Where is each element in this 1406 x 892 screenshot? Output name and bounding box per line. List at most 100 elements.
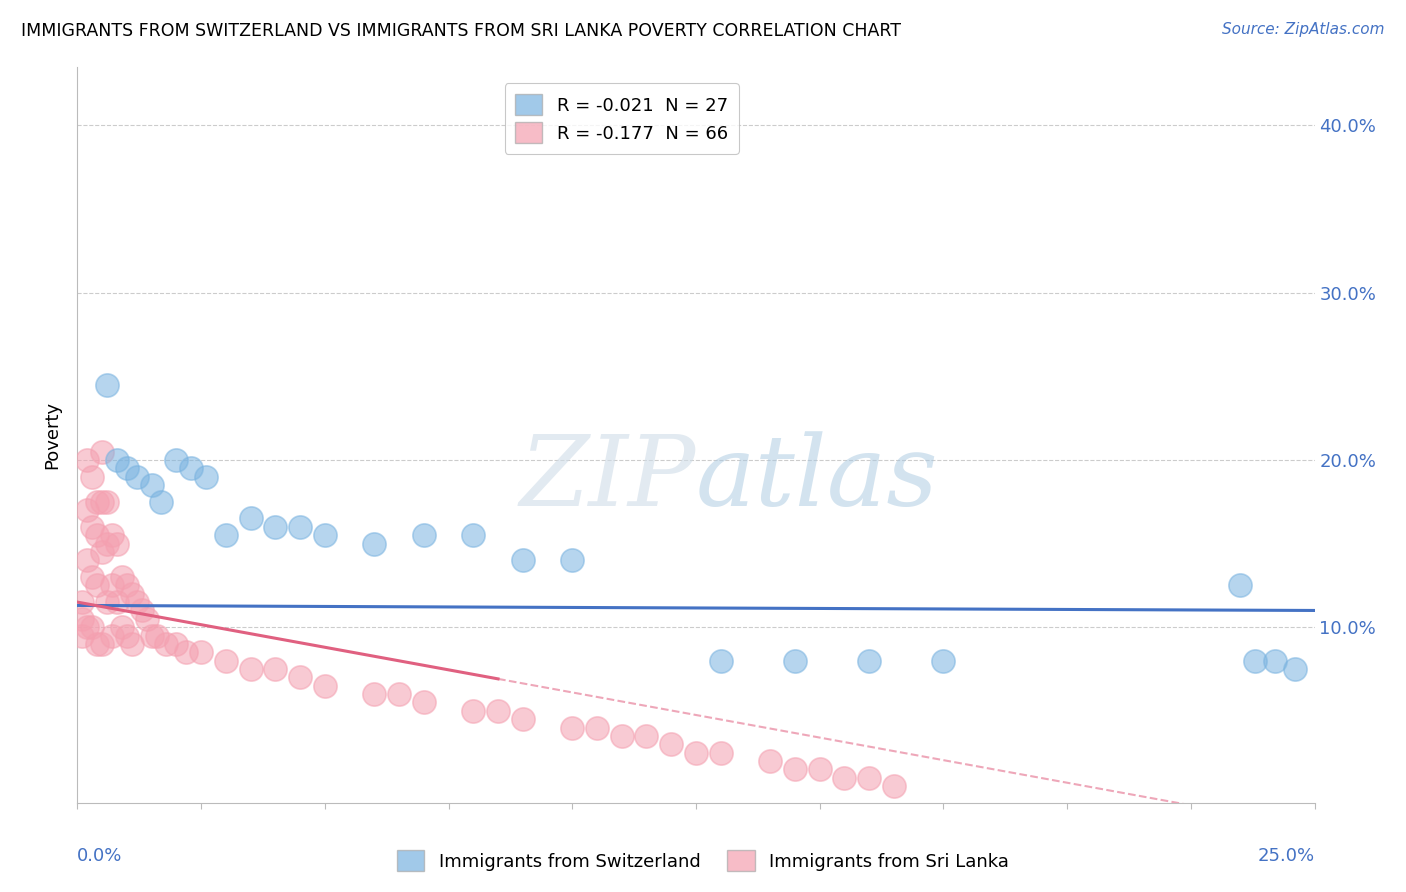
Point: [1244, 654, 1267, 668]
Point: [883, 779, 905, 793]
Point: [486, 704, 509, 718]
Point: [288, 670, 311, 684]
Point: [115, 461, 138, 475]
Point: [512, 553, 534, 567]
Point: [105, 595, 128, 609]
Point: [165, 453, 187, 467]
Point: [174, 645, 197, 659]
Point: [145, 628, 167, 642]
Point: [105, 536, 128, 550]
Legend: Immigrants from Switzerland, Immigrants from Sri Lanka: Immigrants from Switzerland, Immigrants …: [389, 843, 1017, 879]
Point: [76, 620, 98, 634]
Point: [586, 721, 609, 735]
Point: [463, 528, 485, 542]
Point: [125, 469, 148, 483]
Point: [96, 494, 118, 508]
Point: [561, 721, 583, 735]
Point: [101, 528, 124, 542]
Point: [125, 595, 148, 609]
Point: [86, 578, 108, 592]
Point: [131, 603, 153, 617]
Point: [96, 595, 118, 609]
Point: [105, 453, 128, 467]
Point: [636, 729, 658, 743]
Point: [115, 628, 138, 642]
Point: [91, 637, 114, 651]
Point: [101, 628, 124, 642]
Point: [685, 746, 707, 760]
Point: [86, 528, 108, 542]
Point: [1284, 662, 1306, 676]
Point: [412, 528, 434, 542]
Text: atlas: atlas: [696, 432, 939, 526]
Point: [91, 494, 114, 508]
Point: [858, 771, 880, 785]
Point: [91, 444, 114, 458]
Point: [76, 503, 98, 517]
Point: [1229, 578, 1251, 592]
Point: [150, 494, 173, 508]
Text: 25.0%: 25.0%: [1257, 847, 1315, 865]
Point: [759, 754, 782, 768]
Point: [1264, 654, 1286, 668]
Point: [82, 620, 104, 634]
Point: [710, 654, 733, 668]
Point: [710, 746, 733, 760]
Point: [783, 654, 806, 668]
Text: 0.0%: 0.0%: [77, 847, 122, 865]
Point: [314, 528, 336, 542]
Point: [659, 737, 682, 751]
Point: [165, 637, 187, 651]
Point: [111, 620, 134, 634]
Point: [834, 771, 856, 785]
Point: [412, 696, 434, 710]
Point: [82, 520, 104, 534]
Point: [135, 612, 157, 626]
Point: [72, 612, 94, 626]
Legend: R = -0.021  N = 27, R = -0.177  N = 66: R = -0.021 N = 27, R = -0.177 N = 66: [505, 83, 740, 154]
Point: [561, 553, 583, 567]
Point: [141, 628, 163, 642]
Point: [72, 628, 94, 642]
Point: [932, 654, 955, 668]
Point: [121, 637, 143, 651]
Point: [512, 712, 534, 726]
Text: IMMIGRANTS FROM SWITZERLAND VS IMMIGRANTS FROM SRI LANKA POVERTY CORRELATION CHA: IMMIGRANTS FROM SWITZERLAND VS IMMIGRANT…: [21, 22, 901, 40]
Point: [111, 570, 134, 584]
Point: [288, 520, 311, 534]
Point: [610, 729, 633, 743]
Point: [463, 704, 485, 718]
Point: [215, 528, 238, 542]
Point: [76, 553, 98, 567]
Point: [91, 545, 114, 559]
Point: [121, 587, 143, 601]
Point: [155, 637, 177, 651]
Point: [96, 377, 118, 392]
Point: [363, 687, 385, 701]
Point: [86, 637, 108, 651]
Point: [783, 762, 806, 776]
Point: [215, 654, 238, 668]
Point: [195, 469, 218, 483]
Point: [115, 578, 138, 592]
Y-axis label: Poverty: Poverty: [44, 401, 62, 469]
Point: [388, 687, 411, 701]
Text: Source: ZipAtlas.com: Source: ZipAtlas.com: [1222, 22, 1385, 37]
Point: [141, 478, 163, 492]
Point: [82, 469, 104, 483]
Point: [808, 762, 831, 776]
Point: [264, 520, 287, 534]
Point: [314, 679, 336, 693]
Point: [76, 453, 98, 467]
Point: [96, 536, 118, 550]
Point: [858, 654, 880, 668]
Point: [86, 494, 108, 508]
Point: [101, 578, 124, 592]
Point: [239, 511, 262, 525]
Point: [239, 662, 262, 676]
Point: [190, 645, 212, 659]
Point: [363, 536, 385, 550]
Text: ZIP: ZIP: [520, 432, 696, 526]
Point: [180, 461, 202, 475]
Point: [72, 595, 94, 609]
